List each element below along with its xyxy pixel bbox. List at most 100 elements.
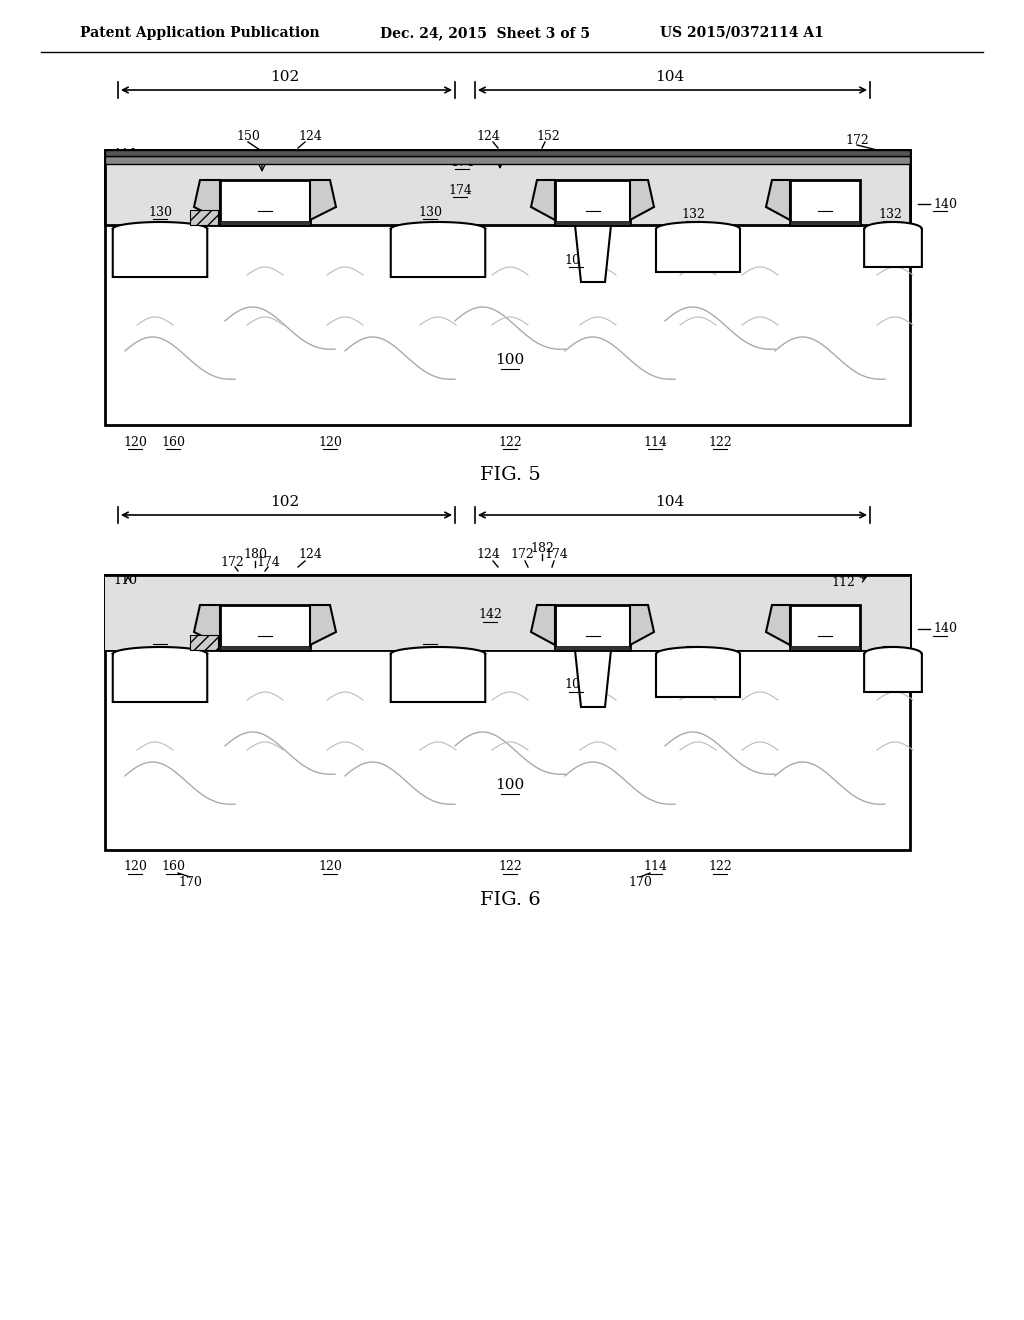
Text: FIG. 6: FIG. 6 [479, 891, 541, 909]
Text: 114: 114 [643, 861, 667, 874]
Text: Patent Application Publication: Patent Application Publication [80, 26, 319, 40]
Text: 100: 100 [496, 352, 524, 367]
Text: 120: 120 [123, 861, 146, 874]
Text: 172: 172 [220, 556, 244, 569]
Text: 120: 120 [318, 436, 342, 449]
Text: 122: 122 [498, 436, 522, 449]
Bar [555, 645, 630, 649]
Text: 170: 170 [178, 875, 202, 888]
Text: 132: 132 [878, 632, 902, 645]
Text: 102: 102 [270, 70, 300, 84]
Text: 142: 142 [813, 198, 837, 210]
Bar [790, 605, 860, 649]
Bar [190, 635, 218, 649]
Polygon shape [630, 180, 654, 220]
Text: 130: 130 [148, 206, 172, 219]
Text: 106: 106 [564, 678, 588, 692]
Text: Dec. 24, 2015  Sheet 3 of 5: Dec. 24, 2015 Sheet 3 of 5 [380, 26, 590, 40]
Bar [220, 605, 310, 649]
Polygon shape [194, 180, 220, 220]
Polygon shape [656, 222, 740, 272]
Text: 142: 142 [581, 198, 605, 210]
Text: 174: 174 [544, 549, 568, 561]
Text: 172: 172 [845, 133, 869, 147]
Text: 130: 130 [148, 631, 172, 644]
Text: 130: 130 [418, 631, 442, 644]
Text: 174: 174 [256, 556, 280, 569]
Bar [220, 220, 310, 224]
Bar [790, 645, 860, 649]
Bar [190, 210, 218, 224]
Text: 132: 132 [681, 207, 705, 220]
Text: 120: 120 [123, 436, 146, 449]
Text: 132: 132 [681, 632, 705, 645]
Polygon shape [864, 647, 922, 692]
Text: 160: 160 [161, 861, 185, 874]
Polygon shape [194, 605, 220, 645]
Polygon shape [864, 222, 922, 267]
Polygon shape [310, 180, 336, 220]
Bar [555, 605, 630, 649]
Text: 122: 122 [709, 436, 732, 449]
Text: 150: 150 [237, 131, 260, 144]
Text: 182: 182 [530, 541, 554, 554]
Text: 120: 120 [318, 861, 342, 874]
Polygon shape [630, 605, 654, 645]
Polygon shape [391, 222, 485, 277]
Text: 112: 112 [831, 576, 855, 589]
Polygon shape [113, 222, 207, 277]
Text: 106: 106 [564, 253, 588, 267]
Text: 122: 122 [498, 861, 522, 874]
Text: 170: 170 [888, 152, 912, 165]
Bar [105, 576, 910, 649]
Text: 130: 130 [418, 206, 442, 219]
Text: 140: 140 [933, 198, 957, 210]
Text: 174: 174 [451, 156, 474, 169]
Polygon shape [310, 605, 336, 645]
Bar [790, 220, 860, 224]
Polygon shape [656, 647, 740, 697]
Polygon shape [531, 180, 555, 220]
Bar [555, 220, 630, 224]
Polygon shape [391, 647, 485, 702]
Text: 124: 124 [298, 549, 322, 561]
Text: FIG. 5: FIG. 5 [479, 466, 541, 484]
Bar [790, 180, 860, 224]
Bar [105, 576, 910, 649]
Polygon shape [766, 180, 790, 220]
Text: 180: 180 [243, 549, 267, 561]
Text: 142: 142 [813, 623, 837, 635]
Text: 104: 104 [655, 70, 685, 84]
Text: 160: 160 [161, 436, 185, 449]
Text: 102: 102 [270, 495, 300, 510]
Text: 104: 104 [655, 495, 685, 510]
Text: 110: 110 [113, 149, 137, 161]
Text: US 2015/0372114 A1: US 2015/0372114 A1 [660, 26, 824, 40]
Text: 112: 112 [831, 150, 855, 164]
Polygon shape [575, 649, 611, 708]
Text: 142: 142 [478, 609, 502, 622]
Text: 124: 124 [298, 131, 322, 144]
Text: 124: 124 [476, 549, 500, 561]
Text: 174: 174 [449, 183, 472, 197]
Text: 142: 142 [253, 198, 276, 210]
Polygon shape [575, 224, 611, 282]
Text: 100: 100 [496, 777, 524, 792]
Polygon shape [113, 647, 207, 702]
Bar [555, 180, 630, 224]
Text: 132: 132 [878, 207, 902, 220]
Text: 110: 110 [113, 573, 137, 586]
Bar [220, 180, 310, 224]
Bar [105, 150, 910, 224]
Text: 122: 122 [709, 861, 732, 874]
Text: 142: 142 [581, 623, 605, 635]
Text: 170: 170 [628, 875, 652, 888]
Polygon shape [766, 605, 790, 645]
Bar [105, 150, 910, 156]
Bar [105, 576, 910, 850]
Bar [220, 645, 310, 649]
Text: 172: 172 [510, 549, 534, 561]
Text: 114: 114 [643, 436, 667, 449]
Text: 124: 124 [476, 131, 500, 144]
Text: 140: 140 [933, 623, 957, 635]
